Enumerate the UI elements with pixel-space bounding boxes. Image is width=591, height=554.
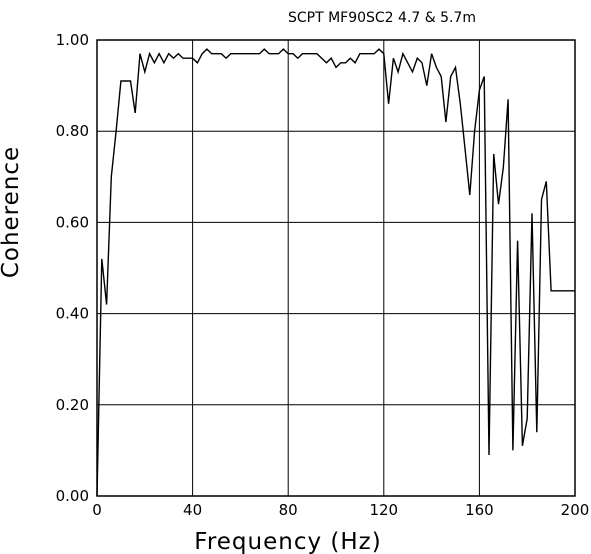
grid-lines	[96, 39, 576, 497]
y-tick-label: 0.20	[56, 396, 89, 414]
x-tick-label: 200	[561, 501, 590, 519]
y-tick-label: 0.60	[56, 213, 89, 231]
y-axis-label: Coherence	[0, 146, 24, 278]
plot-frame	[96, 39, 576, 497]
x-axis-label: Frequency (Hz)	[194, 529, 381, 554]
y-tick-labels: 0.00 0.20 0.40 0.60 0.80 1.00	[56, 31, 89, 505]
x-tick-label: 120	[369, 501, 398, 519]
y-tick-label: 1.00	[56, 31, 89, 49]
x-tick-label: 0	[92, 501, 102, 519]
y-tick-label: 0.40	[56, 305, 89, 323]
coherence-series-line	[96, 48, 575, 497]
y-tick-label: 0.80	[56, 122, 89, 140]
x-tick-label: 40	[183, 501, 202, 519]
x-tick-labels: 0 40 80 120 160 200	[92, 501, 589, 519]
x-tick-label: 80	[279, 501, 298, 519]
x-tick-label: 160	[465, 501, 494, 519]
chart-title: SCPT MF90SC2 4.7 & 5.7m	[288, 10, 476, 26]
y-tick-label: 0.00	[56, 487, 89, 505]
